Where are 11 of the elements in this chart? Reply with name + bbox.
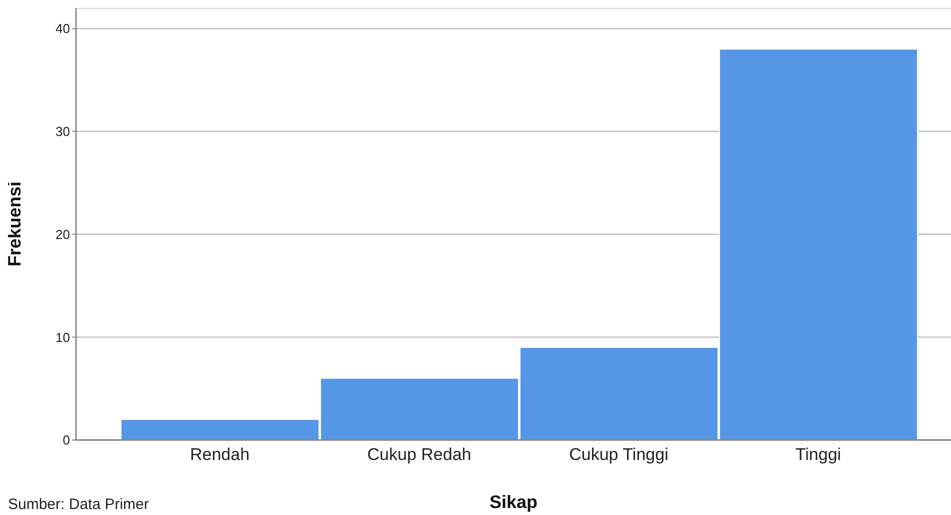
x-tick-label: Tinggi — [795, 445, 842, 464]
text: Sumber: Data Primer — [8, 496, 149, 513]
x-tick-label: Rendah — [190, 445, 250, 464]
y-tick-label: 20 — [56, 226, 70, 242]
x-tick-label: Cukup Tinggi — [569, 445, 668, 464]
x-tick-label: Cukup Redah — [367, 445, 472, 464]
y-tick-label: 30 — [56, 124, 70, 140]
y-tick-label: 40 — [56, 21, 70, 36]
y-tick-label: 10 — [56, 330, 70, 345]
x-axis-title: Sikap — [489, 492, 538, 512]
y-tick-label: 0 — [62, 432, 70, 448]
